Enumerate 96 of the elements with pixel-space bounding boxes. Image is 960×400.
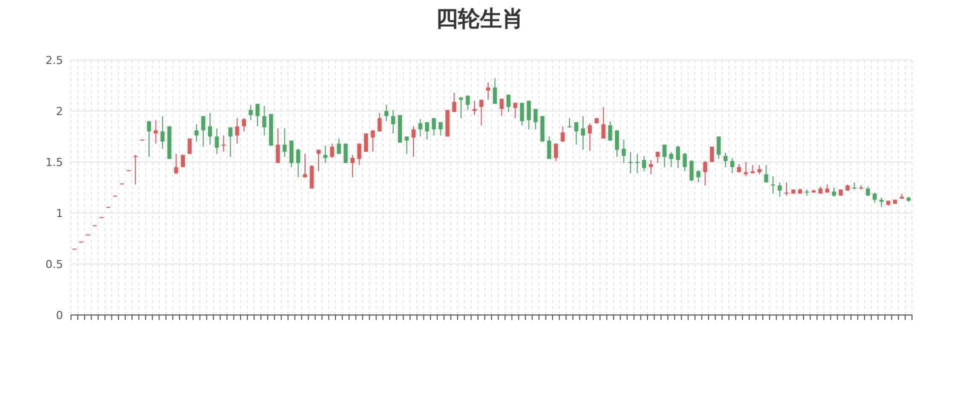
candlestick	[676, 145, 680, 169]
candlestick	[133, 154, 138, 185]
candlestick	[500, 98, 504, 117]
candlestick	[696, 170, 700, 183]
candlestick	[255, 103, 260, 127]
candlestick	[574, 122, 578, 146]
candlestick	[628, 151, 633, 174]
candlestick	[432, 118, 436, 136]
candlestick	[764, 164, 768, 183]
candlestick	[730, 157, 734, 174]
candlestick	[832, 187, 836, 198]
candlestick	[703, 160, 708, 186]
candlestick	[635, 153, 640, 174]
candlestick	[370, 130, 375, 152]
candlestick	[350, 154, 354, 178]
candlestick	[330, 143, 334, 158]
chart-title: 四轮生肖	[436, 7, 524, 32]
candlestick	[452, 92, 456, 113]
candlestick	[486, 82, 490, 100]
candlestick	[506, 94, 510, 113]
candlestick	[174, 153, 178, 175]
candlestick	[534, 108, 538, 130]
candlestick	[716, 136, 721, 160]
candlestick	[872, 192, 877, 204]
candlestick	[466, 95, 470, 110]
y-tick-label: 2	[56, 104, 63, 118]
y-tick-label: 1.5	[46, 156, 63, 169]
candlestick	[201, 116, 206, 148]
candlestick	[710, 146, 714, 162]
candlestick	[418, 118, 422, 137]
candlestick	[438, 122, 443, 136]
candlestick	[642, 155, 646, 172]
candlestick	[214, 128, 219, 154]
candlestick	[622, 139, 626, 164]
candlestick	[492, 78, 497, 104]
y-tick-label: 0.5	[46, 258, 63, 271]
candlestick	[160, 116, 165, 150]
candlestick	[364, 132, 368, 152]
candlestick	[526, 100, 531, 130]
candlestick	[384, 104, 388, 122]
candlestick	[479, 99, 484, 126]
candlestick	[554, 143, 558, 162]
candlestick	[282, 128, 287, 158]
candlestick	[757, 164, 762, 175]
candlestick	[458, 96, 464, 119]
candlestick	[588, 122, 592, 152]
candlestick	[316, 149, 321, 172]
candlestick	[690, 159, 694, 182]
y-tick-label: 1	[56, 206, 63, 220]
candlestick	[228, 126, 232, 158]
candlestick	[336, 138, 341, 154]
candlestick	[425, 122, 430, 140]
candlestick	[146, 120, 152, 158]
candlestick	[560, 126, 565, 142]
candlestick	[404, 136, 409, 154]
candlestick	[648, 159, 653, 175]
candlestick	[188, 138, 192, 154]
candlestick	[194, 124, 199, 142]
candlestick	[547, 136, 552, 160]
candlestick	[208, 112, 212, 146]
candlestick	[378, 112, 382, 132]
candlestick	[879, 197, 884, 208]
candlestick	[262, 105, 266, 136]
candlestick	[411, 126, 416, 158]
candlestick	[310, 164, 314, 190]
candlestick	[242, 118, 246, 132]
candlestick	[222, 134, 226, 152]
candlestick	[770, 176, 775, 194]
candlestick	[662, 144, 666, 168]
candlestick	[302, 153, 308, 178]
candlestick	[614, 130, 620, 158]
candlestick	[682, 152, 687, 172]
candlestick	[154, 120, 158, 144]
candlestick	[472, 100, 477, 116]
candlestick	[323, 145, 328, 164]
candlestick	[248, 104, 253, 121]
y-tick-label: 2.5	[46, 54, 63, 67]
candlestick	[601, 106, 606, 140]
candlestick	[344, 143, 348, 164]
candlestick	[784, 182, 789, 196]
candlestick	[357, 143, 362, 166]
candlestick	[391, 109, 396, 134]
candlestick	[723, 152, 728, 168]
candlestick	[513, 102, 518, 119]
candlestick	[520, 102, 524, 126]
candlestick	[608, 120, 612, 142]
candlestick	[669, 151, 674, 168]
candlestick	[289, 140, 294, 168]
candlestick	[778, 182, 782, 198]
y-tick-label: 0	[56, 308, 63, 322]
candlestick	[567, 118, 572, 128]
candlestick	[744, 162, 748, 177]
candlestick	[296, 148, 300, 178]
candlestick	[276, 128, 280, 164]
candlestick	[581, 116, 586, 150]
candlestick	[235, 118, 240, 144]
